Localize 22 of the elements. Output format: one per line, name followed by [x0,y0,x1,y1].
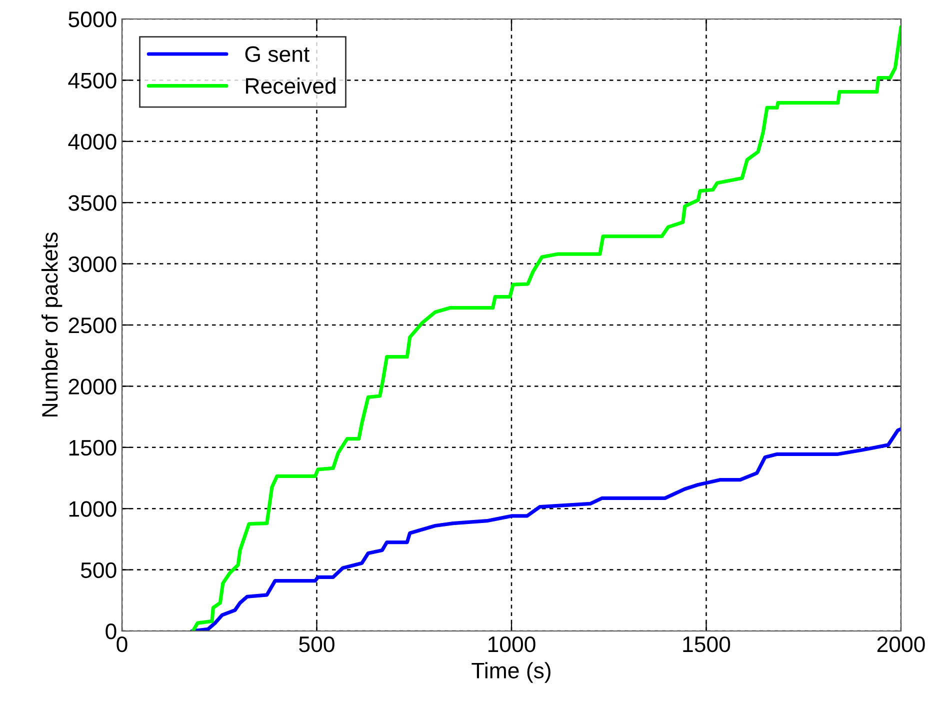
x-axis-title: Time (s) [472,662,550,683]
y-tick-label: 1500 [69,440,116,456]
legend-label: G sent [245,46,310,62]
line-series [191,25,901,631]
y-tick-label: 2000 [68,378,116,394]
y-tick-label: 2500 [68,318,116,334]
y-tick-label: 4500 [68,72,116,88]
x-tick-label: 1000 [488,636,536,652]
y-tick-label: 5000 [68,12,116,28]
y-tick-label: 1000 [69,501,116,517]
x-tick-label: 2000 [877,636,925,652]
y-tick-label: 3500 [68,195,116,211]
y-tick-label: 4000 [68,134,116,150]
y-tick-label: 500 [80,562,116,578]
legend-label: Received [246,77,336,94]
y-axis-title: Number of packets [41,232,62,416]
x-tick-label: 1500 [683,636,730,652]
y-tick-label: 0 [106,624,116,640]
y-tick-label: 3000 [68,256,116,272]
x-tick-label: 500 [299,636,334,652]
x-tick-label: 0 [116,636,128,652]
line-series [190,427,901,631]
